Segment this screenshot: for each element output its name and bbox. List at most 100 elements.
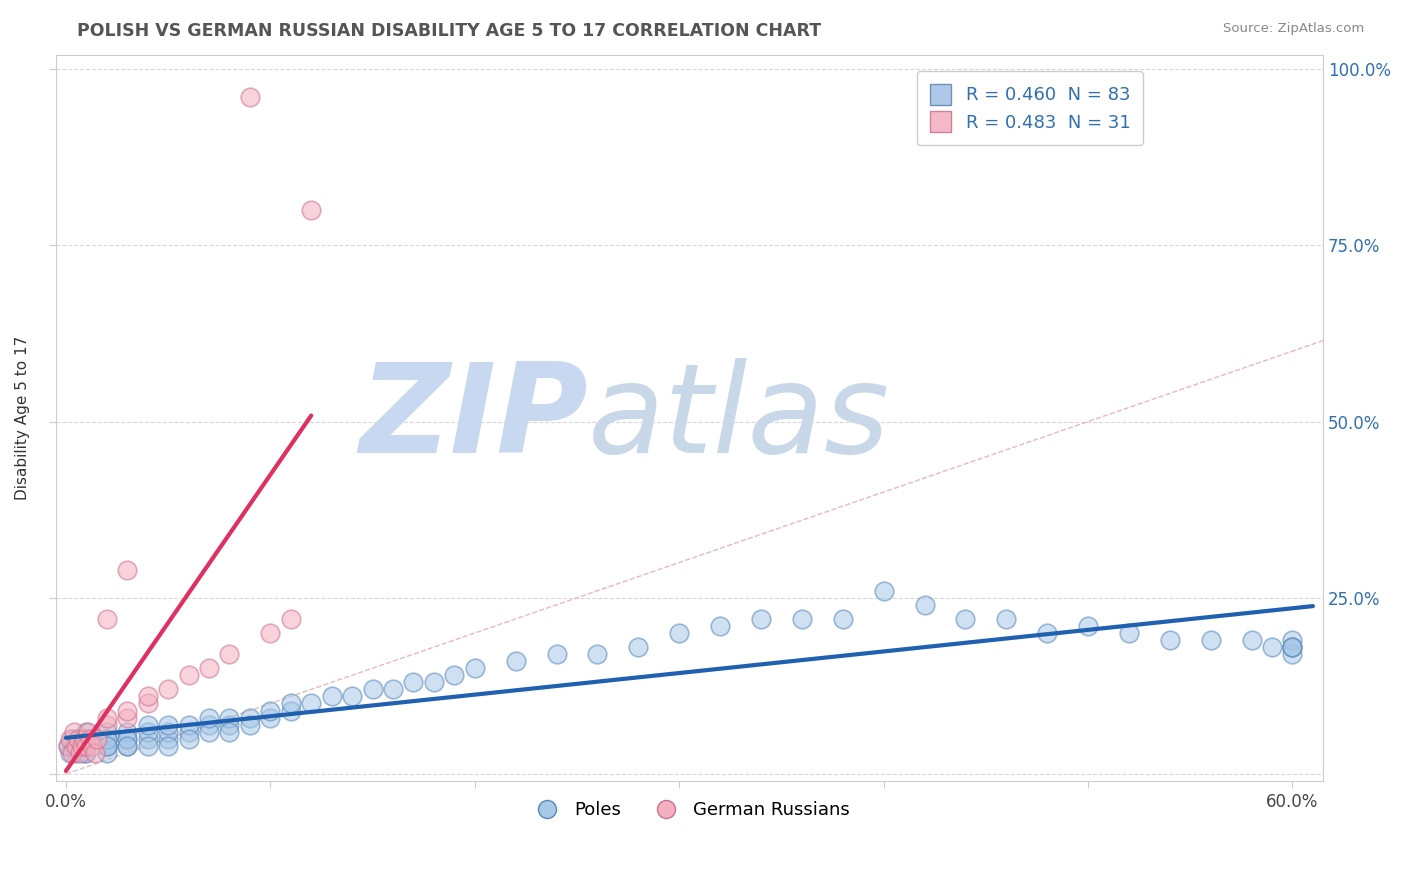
- Point: [117, 724, 139, 739]
- Text: ZIP: ZIP: [360, 358, 588, 479]
- Point: [136, 697, 159, 711]
- Point: [1281, 647, 1303, 661]
- Point: [1281, 640, 1303, 654]
- Point: [546, 647, 568, 661]
- Point: [1281, 633, 1303, 648]
- Point: [60, 731, 83, 746]
- Point: [1077, 619, 1099, 633]
- Point: [340, 690, 363, 704]
- Point: [157, 739, 180, 753]
- Point: [423, 675, 446, 690]
- Point: [65, 739, 87, 753]
- Point: [117, 731, 139, 746]
- Point: [177, 717, 200, 731]
- Point: [157, 731, 180, 746]
- Point: [96, 739, 118, 753]
- Point: [96, 739, 118, 753]
- Point: [96, 717, 118, 731]
- Point: [198, 717, 221, 731]
- Point: [1159, 633, 1181, 648]
- Point: [586, 647, 609, 661]
- Point: [96, 746, 118, 760]
- Point: [177, 731, 200, 746]
- Point: [1281, 640, 1303, 654]
- Text: Source: ZipAtlas.com: Source: ZipAtlas.com: [1223, 22, 1364, 36]
- Point: [790, 612, 813, 626]
- Point: [177, 724, 200, 739]
- Point: [65, 746, 87, 760]
- Point: [198, 724, 221, 739]
- Point: [136, 739, 159, 753]
- Point: [75, 739, 97, 753]
- Point: [72, 739, 94, 753]
- Text: POLISH VS GERMAN RUSSIAN DISABILITY AGE 5 TO 17 CORRELATION CHART: POLISH VS GERMAN RUSSIAN DISABILITY AGE …: [77, 22, 821, 40]
- Point: [67, 731, 90, 746]
- Point: [955, 612, 977, 626]
- Point: [63, 739, 86, 753]
- Point: [627, 640, 650, 654]
- Point: [73, 746, 96, 760]
- Point: [136, 717, 159, 731]
- Point: [749, 612, 772, 626]
- Point: [1261, 640, 1284, 654]
- Point: [75, 739, 97, 753]
- Point: [75, 739, 97, 753]
- Point: [995, 612, 1018, 626]
- Point: [96, 731, 118, 746]
- Point: [402, 675, 425, 690]
- Point: [218, 710, 240, 724]
- Point: [117, 563, 139, 577]
- Point: [239, 710, 262, 724]
- Point: [831, 612, 853, 626]
- Point: [157, 724, 180, 739]
- Point: [1240, 633, 1263, 648]
- Point: [198, 661, 221, 675]
- Point: [117, 739, 139, 753]
- Point: [96, 724, 118, 739]
- Point: [59, 746, 82, 760]
- Point: [96, 739, 118, 753]
- Point: [82, 739, 104, 753]
- Point: [443, 668, 465, 682]
- Point: [1036, 626, 1059, 640]
- Point: [69, 746, 91, 760]
- Point: [280, 704, 302, 718]
- Point: [914, 598, 936, 612]
- Point: [56, 739, 79, 753]
- Point: [280, 697, 302, 711]
- Point: [136, 731, 159, 746]
- Point: [56, 739, 79, 753]
- Point: [872, 583, 894, 598]
- Point: [464, 661, 486, 675]
- Point: [60, 746, 83, 760]
- Legend: Poles, German Russians: Poles, German Russians: [522, 794, 858, 826]
- Point: [668, 626, 690, 640]
- Point: [218, 717, 240, 731]
- Point: [83, 746, 105, 760]
- Point: [67, 739, 90, 753]
- Point: [75, 724, 97, 739]
- Point: [198, 710, 221, 724]
- Point: [96, 612, 118, 626]
- Point: [177, 668, 200, 682]
- Text: atlas: atlas: [588, 358, 890, 479]
- Point: [157, 682, 180, 697]
- Point: [73, 731, 96, 746]
- Point: [96, 710, 118, 724]
- Point: [69, 731, 91, 746]
- Point: [259, 710, 281, 724]
- Point: [117, 704, 139, 718]
- Point: [239, 90, 262, 104]
- Point: [218, 724, 240, 739]
- Point: [259, 704, 281, 718]
- Point: [505, 654, 527, 668]
- Point: [1199, 633, 1222, 648]
- Point: [382, 682, 405, 697]
- Point: [1281, 640, 1303, 654]
- Point: [259, 626, 281, 640]
- Point: [117, 731, 139, 746]
- Point: [280, 612, 302, 626]
- Point: [1118, 626, 1140, 640]
- Point: [117, 710, 139, 724]
- Point: [299, 697, 322, 711]
